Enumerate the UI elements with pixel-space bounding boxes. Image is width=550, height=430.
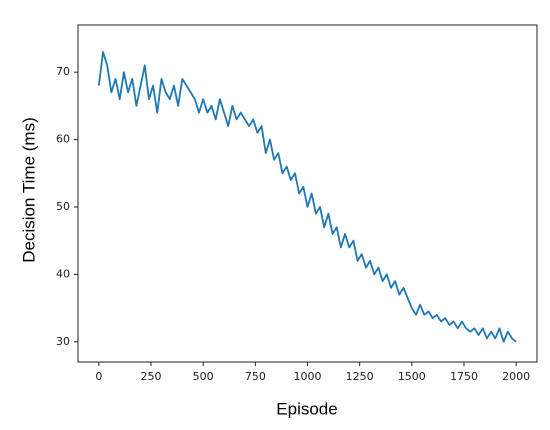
y-tick-label: 40 — [56, 267, 70, 280]
x-tick-label: 500 — [193, 370, 214, 383]
x-tick-label: 1500 — [398, 370, 426, 383]
x-axis-label: Episode — [276, 399, 337, 418]
y-tick-label: 50 — [56, 200, 70, 213]
x-tick-label: 1000 — [294, 370, 322, 383]
x-tick-label: 1750 — [450, 370, 478, 383]
y-tick-label: 30 — [56, 335, 70, 348]
x-tick-label: 2000 — [502, 370, 530, 383]
x-tick-label: 750 — [245, 370, 266, 383]
y-tick-label: 70 — [56, 65, 70, 78]
data-line — [97, 51, 517, 343]
x-tick-label: 0 — [95, 370, 102, 383]
x-tick-label: 250 — [141, 370, 162, 383]
y-axis-label: Decision Time (ms) — [19, 117, 38, 262]
y-tick-label: 60 — [56, 133, 70, 146]
x-tick-label: 1250 — [346, 370, 374, 383]
